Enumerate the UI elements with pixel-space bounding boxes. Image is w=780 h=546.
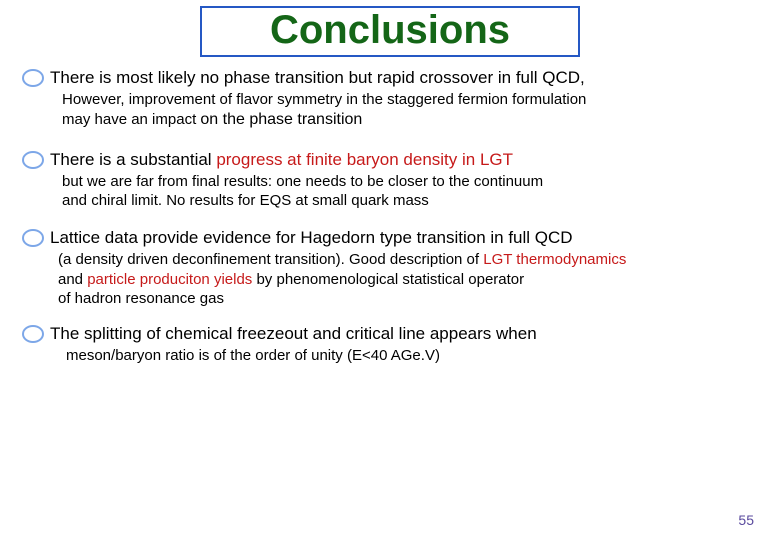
b3-sub-l1a: (a density driven deconfinement transiti… <box>58 251 483 268</box>
content-area: There is most likely no phase transition… <box>0 67 780 365</box>
bullet-icon <box>22 325 44 343</box>
page-number: 55 <box>738 512 754 528</box>
b1-sub-l2a: may have an impact <box>62 111 200 128</box>
b3-sub-l3: of hadron resonance gas <box>58 290 224 307</box>
b1-sub-l1: However, improvement of flavor symmetry … <box>62 91 586 108</box>
b3-sub-l2b: particle produciton yields <box>87 271 256 288</box>
b3-sub-l2c: by phenomenological statistical operator <box>256 271 524 288</box>
b2-main-b: progress at finite baryon density in LGT <box>216 150 513 169</box>
bullet-row-1: There is most likely no phase transition… <box>22 67 758 88</box>
bullet-row-2: There is a substantial progress at finit… <box>22 149 758 170</box>
bullet-1-sub: However, improvement of flavor symmetry … <box>62 90 758 130</box>
b2-sub-l2: and chiral limit. No results for EQS at … <box>62 192 429 209</box>
bullet-2-main: There is a substantial progress at finit… <box>50 149 513 170</box>
bullet-4-sub: meson/baryon ratio is of the order of un… <box>66 346 758 366</box>
bullet-row-4: The splitting of chemical freezeout and … <box>22 323 758 344</box>
bullet-1-main: There is most likely no phase transition… <box>50 67 585 88</box>
bullet-3-sub: (a density driven deconfinement transiti… <box>58 250 758 309</box>
bullet-2-sub: but we are far from final results: one n… <box>62 172 758 211</box>
title-box: Conclusions <box>200 6 580 57</box>
bullet-3-main: Lattice data provide evidence for Hagedo… <box>50 227 573 248</box>
bullet-icon <box>22 229 44 247</box>
b3-sub-l2a: and <box>58 271 87 288</box>
bullet-icon <box>22 151 44 169</box>
b2-main-a: There is a substantial <box>50 150 216 169</box>
bullet-icon <box>22 69 44 87</box>
b2-sub-l1: but we are far from final results: one n… <box>62 173 543 190</box>
b1-sub-l2b: on the phase transition <box>200 111 362 128</box>
b4-sub-l1: meson/baryon ratio is of the order of un… <box>66 347 440 364</box>
bullet-4-main: The splitting of chemical freezeout and … <box>50 323 537 344</box>
slide-title: Conclusions <box>270 8 510 52</box>
bullet-row-3: Lattice data provide evidence for Hagedo… <box>22 227 758 248</box>
b3-sub-l1b: LGT thermodynamics <box>483 251 626 268</box>
